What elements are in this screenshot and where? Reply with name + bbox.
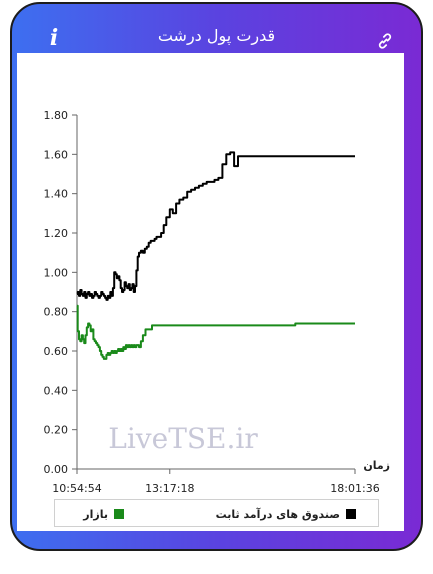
watermark: LiveTSE.ir (108, 422, 258, 455)
chart-series (76, 151, 355, 360)
x-tick-label: 18:01:36 (330, 482, 379, 495)
y-tick-label: 0.00 (44, 463, 69, 476)
series-line-0 (76, 151, 355, 301)
y-tick-label: 1.80 (44, 109, 69, 122)
y-tick-label: 0.80 (44, 306, 69, 319)
legend-item-fixed-income[interactable]: صندوق های درآمد ثابت (216, 506, 356, 522)
legend-label-fixed-income: صندوق های درآمد ثابت (215, 507, 340, 521)
y-tick-label: 1.40 (44, 188, 69, 201)
legend-swatch-market (114, 509, 124, 519)
x-tick-label: 13:17:18 (145, 482, 194, 495)
x-tick-label: 10:54:54 (52, 482, 101, 495)
legend-label-market: بازار (83, 507, 108, 521)
y-tick-label: 1.20 (44, 227, 69, 240)
y-tick-label: 1.00 (44, 266, 69, 279)
page-title: قدرت پول درشت (157, 26, 276, 45)
chart-axes: 0.00 0.20 0.40 0.60 0.80 1.00 1.20 1.40 1.60 1.80… (44, 109, 380, 495)
y-tick-label: 0.60 (44, 345, 69, 358)
y-tick-label: 1.60 (44, 148, 69, 161)
title-bar: i قدرت پول درشت (12, 4, 421, 57)
chart-legend: صندوق های درآمد ثابت بازار (54, 499, 379, 527)
y-tick-label: 0.40 (44, 384, 69, 397)
link-icon[interactable] (376, 32, 394, 50)
legend-item-market[interactable]: بازار (83, 506, 124, 522)
legend-swatch-fixed-income (346, 509, 356, 519)
series-line-1 (76, 304, 355, 360)
x-axis-label: زمان (363, 459, 390, 472)
info-icon[interactable]: i (49, 25, 59, 51)
y-tick-label: 0.20 (44, 424, 69, 437)
